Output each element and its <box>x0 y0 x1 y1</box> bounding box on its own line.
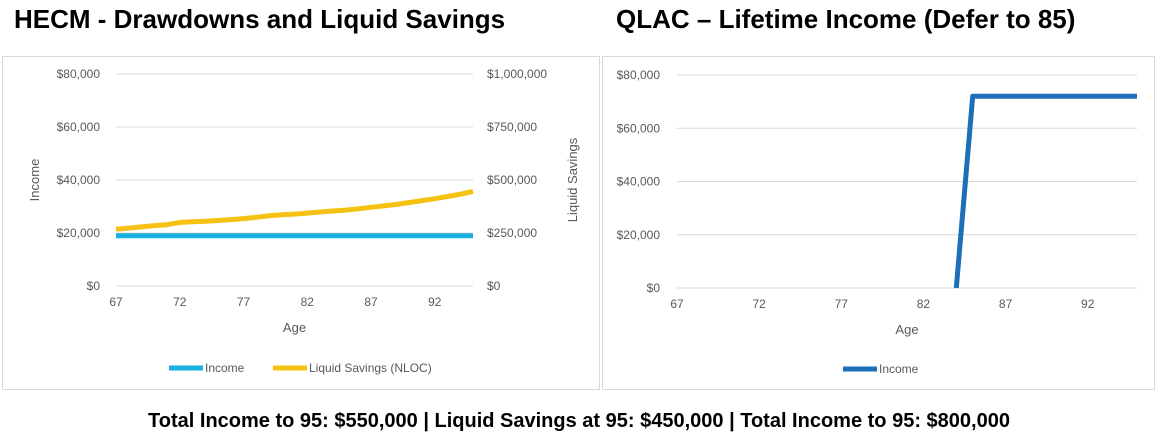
x-tick-label: 67 <box>670 297 684 311</box>
hecm-chart: $0 $20,000 $40,000 $60,000 $80,000 $0 $250,000… <box>27 67 580 375</box>
x-axis-title: Age <box>895 322 918 337</box>
right-chart-title: QLAC – Lifetime Income (Defer to 85) <box>616 4 1076 34</box>
y2-tick-label: $500,000 <box>487 173 537 187</box>
x-tick-label: 92 <box>428 295 442 309</box>
y2-axis-title: Liquid Savings <box>565 137 580 222</box>
y-tick-label: $0 <box>87 279 101 293</box>
x-axis-title: Age <box>283 320 306 335</box>
left-chart-title: HECM - Drawdowns and Liquid Savings <box>14 4 506 34</box>
legend-label: Income <box>205 361 245 375</box>
x-tick-label: 77 <box>237 295 251 309</box>
y-tick-label: $40,000 <box>617 175 661 189</box>
x-tick-label: 92 <box>1081 297 1095 311</box>
y-tick-label: $80,000 <box>617 68 661 82</box>
qlac-chart-panel: $0 $20,000 $40,000 $60,000 $80,000 67 72 77 82 87… <box>602 56 1155 390</box>
x-tick-label: 77 <box>835 297 849 311</box>
x-tick-label: 72 <box>752 297 766 311</box>
x-tick-label: 82 <box>301 295 315 309</box>
qlac-chart: $0 $20,000 $40,000 $60,000 $80,000 67 72 77 82 87… <box>617 68 1137 376</box>
y-tick-label: $80,000 <box>57 67 101 81</box>
series-line-0 <box>953 93 1137 289</box>
legend-label: Income <box>879 362 919 376</box>
x-tick-label: 72 <box>173 295 187 309</box>
series-line-1 <box>115 188 474 232</box>
hecm-chart-panel: $0 $20,000 $40,000 $60,000 $80,000 $0 $250,000… <box>2 56 600 390</box>
y2-tick-label: $0 <box>487 279 501 293</box>
y-tick-label: $60,000 <box>617 121 661 135</box>
y-tick-label: $40,000 <box>57 173 101 187</box>
y-tick-label: $0 <box>647 281 661 295</box>
x-tick-label: 87 <box>364 295 378 309</box>
x-tick-label: 87 <box>999 297 1013 311</box>
summary-footer: Total Income to 95: $550,000 | Liquid Sa… <box>148 410 1010 432</box>
y2-tick-label: $250,000 <box>487 226 537 240</box>
legend-label: Liquid Savings (NLOC) <box>309 361 432 375</box>
y-tick-label: $60,000 <box>57 120 101 134</box>
y-tick-label: $20,000 <box>617 228 661 242</box>
y2-tick-label: $750,000 <box>487 120 537 134</box>
x-tick-label: 67 <box>109 295 123 309</box>
y-axis-title: Income <box>27 159 42 202</box>
x-tick-label: 82 <box>917 297 931 311</box>
y2-tick-label: $1,000,000 <box>487 67 547 81</box>
y-tick-label: $20,000 <box>57 226 101 240</box>
